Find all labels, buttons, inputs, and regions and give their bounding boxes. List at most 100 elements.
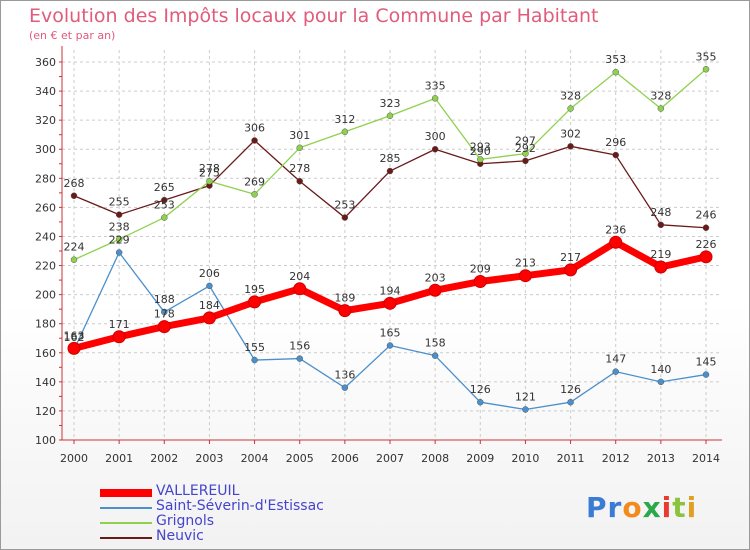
data-label: 165 bbox=[380, 327, 401, 340]
data-label: 253 bbox=[334, 199, 355, 212]
data-point bbox=[657, 105, 665, 112]
data-point bbox=[296, 144, 303, 152]
legend-label: Saint-Séverin-d'Estissac bbox=[156, 498, 324, 514]
data-point bbox=[338, 304, 352, 318]
y-tick-label: 260 bbox=[35, 201, 56, 214]
data-point bbox=[70, 256, 78, 263]
legend-swatch bbox=[100, 522, 152, 524]
x-tick-label: 2007 bbox=[376, 452, 404, 465]
data-point bbox=[654, 260, 668, 274]
data-label: 275 bbox=[199, 167, 220, 180]
data-point bbox=[699, 250, 713, 264]
x-tick-label: 2006 bbox=[331, 452, 359, 465]
legend-swatch bbox=[100, 489, 152, 497]
data-point bbox=[115, 249, 123, 256]
y-tick-label: 140 bbox=[35, 376, 56, 389]
y-tick-label: 360 bbox=[35, 56, 56, 69]
data-label: 290 bbox=[470, 145, 491, 158]
data-point bbox=[112, 330, 126, 344]
data-point bbox=[564, 263, 578, 277]
data-point bbox=[293, 282, 307, 296]
data-label: 171 bbox=[109, 318, 130, 331]
data-point bbox=[386, 342, 394, 349]
data-label: 206 bbox=[199, 267, 220, 280]
x-tick-label: 2002 bbox=[150, 452, 178, 465]
data-point bbox=[702, 66, 710, 73]
data-point bbox=[473, 275, 487, 289]
data-label: 126 bbox=[470, 383, 491, 396]
data-point bbox=[567, 143, 574, 150]
data-point bbox=[431, 352, 439, 359]
data-label: 269 bbox=[244, 175, 265, 188]
data-label: 163 bbox=[64, 329, 85, 342]
data-point bbox=[702, 224, 710, 231]
data-point bbox=[612, 68, 619, 76]
data-label: 213 bbox=[515, 257, 536, 270]
data-point bbox=[161, 308, 168, 316]
logo-letter: P bbox=[586, 491, 608, 524]
legend-label: Neuvic bbox=[156, 528, 204, 544]
data-label: 268 bbox=[64, 177, 85, 190]
data-point bbox=[161, 214, 168, 221]
data-point bbox=[67, 341, 81, 355]
data-label: 323 bbox=[380, 97, 401, 110]
data-point bbox=[386, 167, 394, 175]
data-point bbox=[296, 355, 303, 362]
data-point bbox=[702, 371, 710, 378]
chart-title: Evolution des Impôts locaux pour la Comm… bbox=[29, 5, 599, 27]
data-label: 121 bbox=[515, 390, 536, 403]
data-point bbox=[522, 157, 529, 165]
data-point bbox=[567, 398, 574, 406]
data-label: 300 bbox=[425, 130, 446, 143]
data-label: 194 bbox=[380, 284, 401, 297]
data-label: 328 bbox=[650, 90, 671, 103]
y-tick-label: 340 bbox=[35, 85, 56, 98]
data-point bbox=[248, 295, 262, 309]
data-point bbox=[522, 150, 529, 157]
data-label: 126 bbox=[560, 383, 581, 396]
y-tick-label: 280 bbox=[35, 172, 56, 185]
data-point bbox=[518, 269, 532, 283]
data-label: 203 bbox=[425, 271, 446, 284]
data-point bbox=[428, 283, 442, 297]
y-tick-label: 200 bbox=[35, 289, 56, 302]
data-point bbox=[115, 236, 123, 243]
legend-swatch bbox=[100, 537, 152, 539]
data-point bbox=[251, 356, 258, 364]
data-point bbox=[386, 112, 394, 120]
data-label: 297 bbox=[515, 135, 536, 148]
data-label: 302 bbox=[560, 127, 581, 140]
data-label: 195 bbox=[244, 283, 265, 296]
data-label: 335 bbox=[425, 79, 446, 92]
data-point bbox=[522, 406, 529, 413]
data-point bbox=[251, 191, 258, 198]
data-label: 255 bbox=[109, 196, 130, 209]
data-point bbox=[157, 320, 171, 334]
y-tick-label: 160 bbox=[35, 347, 56, 360]
data-label: 246 bbox=[696, 209, 717, 222]
data-point bbox=[341, 128, 349, 136]
data-point bbox=[206, 282, 213, 290]
data-point bbox=[383, 296, 397, 310]
data-label: 209 bbox=[470, 263, 491, 276]
data-label: 293 bbox=[470, 140, 491, 153]
legend-label: Grignols bbox=[156, 513, 215, 529]
legend-swatch bbox=[100, 507, 152, 509]
data-point bbox=[115, 211, 123, 218]
data-label: 224 bbox=[64, 241, 85, 254]
data-point bbox=[161, 196, 168, 204]
data-label: 226 bbox=[696, 238, 717, 251]
logo-letter: r bbox=[607, 491, 623, 524]
data-point bbox=[567, 105, 574, 112]
logo-letter: t bbox=[672, 491, 687, 524]
data-label: 158 bbox=[425, 337, 446, 350]
data-label: 253 bbox=[154, 199, 175, 212]
x-tick-label: 2008 bbox=[421, 452, 449, 465]
x-tick-label: 2011 bbox=[557, 452, 585, 465]
data-point bbox=[296, 177, 303, 185]
data-label: 238 bbox=[109, 220, 130, 233]
y-tick-label: 240 bbox=[35, 230, 56, 243]
logo-letter: i bbox=[686, 491, 698, 524]
